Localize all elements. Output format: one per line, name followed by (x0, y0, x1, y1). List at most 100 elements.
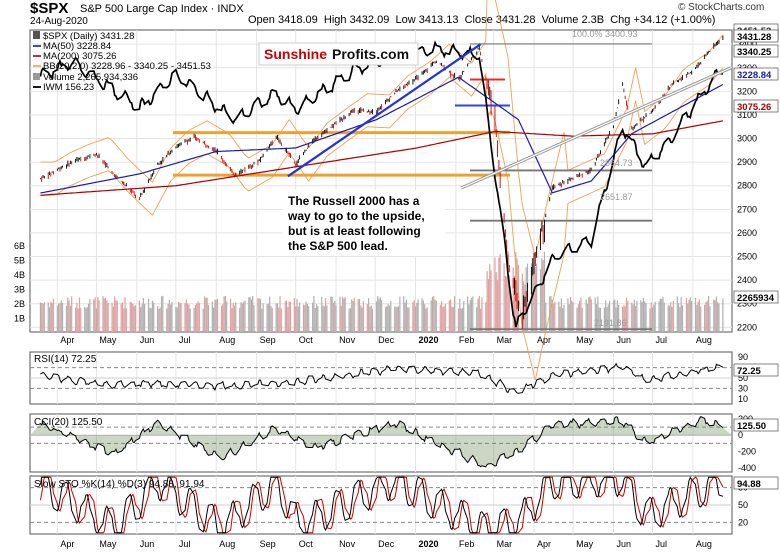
fib-label-100: 100.0% 3400.93 (572, 29, 638, 39)
volume-bar (120, 303, 122, 332)
volume-bar (325, 297, 327, 332)
volume-bar (603, 307, 605, 332)
cci-panel: -400-2000100200 (30, 414, 756, 473)
volume-bar (439, 304, 441, 332)
rsi-tick-label: 10 (738, 394, 748, 404)
volume-bar (184, 303, 186, 332)
volume-bar (358, 298, 361, 332)
fib-label-2864: 2864.73 (600, 158, 633, 168)
x-tick-label-top: Aug (219, 335, 235, 345)
volume-bar (661, 298, 663, 332)
volume-bar (663, 302, 665, 332)
volume-bar (48, 307, 51, 332)
volume-bar (608, 300, 611, 332)
volume-bar (52, 298, 55, 332)
price-tick-label: 2200 (737, 322, 757, 332)
volume-bar (499, 254, 501, 332)
volume-bar (633, 299, 635, 332)
volume-bar (371, 308, 374, 332)
ma200-line (40, 120, 724, 196)
volume-bar (689, 297, 691, 332)
volume-bar (104, 297, 107, 332)
volume-bar (42, 303, 44, 332)
volume-bar (121, 302, 124, 332)
volume-bar (543, 251, 546, 332)
volume-bar (495, 272, 497, 332)
volume-bar (478, 295, 480, 332)
volume-bar (229, 299, 232, 332)
volume-bar (240, 302, 242, 332)
volume-bar (588, 297, 590, 332)
volume-bar (193, 307, 195, 332)
volume-bar (78, 297, 81, 332)
cci-line (40, 415, 724, 468)
volume-bar (226, 301, 228, 332)
volume-bar (680, 297, 682, 332)
volume-bar (144, 303, 146, 332)
volume-bar (560, 298, 562, 332)
volume-bar (416, 302, 418, 332)
high-label: High (323, 14, 347, 26)
volume-bar (676, 296, 678, 332)
volume-bar (233, 305, 236, 332)
volume-bar (202, 308, 204, 332)
annotation-bg (283, 190, 445, 256)
volume-bar (123, 308, 125, 332)
volume-bar (186, 303, 189, 332)
volume-bar (667, 305, 669, 332)
volume-bar (39, 302, 42, 332)
volume-bar (381, 300, 383, 332)
volume-bar (375, 301, 378, 332)
volume-bar (107, 303, 109, 332)
spx-legend-swatch (33, 31, 40, 39)
volume-bar (606, 307, 608, 332)
volume-bar (370, 305, 372, 332)
volume-bar (403, 296, 405, 332)
volume-bar (323, 306, 325, 332)
annotation-line-4: the S&P 500 lead. (288, 239, 388, 253)
volume-bar (102, 296, 104, 332)
volume-bar (216, 298, 219, 332)
volume-bar (232, 303, 234, 332)
ma50-line (40, 76, 724, 194)
badge-cci: 125.50 (737, 421, 766, 432)
volume-bar (645, 302, 647, 332)
volume-bar (486, 271, 488, 332)
volume-bar (599, 307, 602, 332)
volume-bar (293, 298, 295, 332)
price-tick-label: 3100 (737, 110, 757, 120)
x-tick-label-bottom: Mar (497, 539, 513, 549)
volume-bar (67, 297, 69, 332)
volume-bar (390, 301, 392, 332)
volume-bar (213, 307, 215, 332)
volume-legend: Volume 2,265,934,336 (43, 72, 138, 83)
volume-bar (443, 306, 445, 332)
volume-bar (314, 308, 316, 332)
volume-bar (84, 306, 86, 332)
ma50-legend: MA(50) 3228.84 (43, 41, 111, 52)
volume-bar (168, 299, 170, 332)
exchange-text: INDX (217, 3, 244, 15)
volume-bar (448, 300, 450, 332)
badge-ma200: 3075.26 (737, 102, 771, 113)
volume-bar (93, 299, 95, 332)
volume-bar (697, 301, 699, 332)
volume-bar (252, 296, 254, 332)
volume-bar (60, 300, 62, 332)
volume-bar (222, 304, 224, 332)
volume-bar (343, 298, 345, 332)
volume-bar (239, 307, 241, 332)
volume-bar (414, 306, 417, 332)
volume-bar (214, 299, 216, 332)
price-tick-label: 2300 (737, 299, 757, 309)
volume-bar (280, 308, 282, 332)
volume-bar (124, 297, 126, 332)
volume-bar (589, 296, 591, 332)
volume-bar (442, 306, 444, 332)
volume-bar (614, 299, 616, 332)
volume-bar (694, 297, 697, 332)
volume-bar (444, 304, 447, 332)
separator: · (207, 3, 218, 15)
volume-bar (640, 300, 642, 332)
volume-bar (97, 296, 99, 332)
